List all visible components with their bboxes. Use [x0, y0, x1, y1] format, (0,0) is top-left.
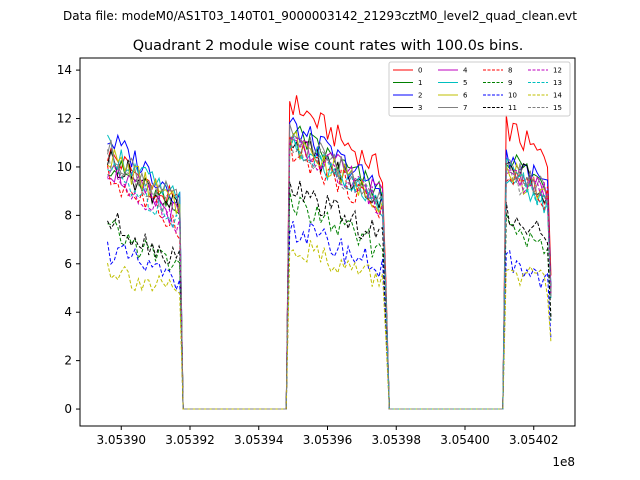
y-tick-label: 2 — [64, 354, 72, 368]
series-line-4 — [107, 135, 552, 410]
legend-label-0: 0 — [418, 67, 422, 75]
series-line-9 — [107, 190, 552, 410]
series-line-13 — [107, 138, 552, 410]
y-tick-label: 10 — [57, 160, 72, 174]
x-tick-label: 3.05400 — [440, 433, 490, 447]
series-line-12 — [107, 136, 552, 410]
legend-label-3: 3 — [418, 104, 422, 112]
series-line-3 — [107, 140, 552, 410]
legend-label-13: 13 — [553, 79, 562, 87]
series-line-7 — [107, 123, 552, 410]
legend-label-12: 12 — [553, 67, 562, 75]
legend-label-2: 2 — [418, 92, 422, 100]
series-line-15 — [107, 135, 552, 410]
series-line-6 — [107, 131, 552, 410]
x-tick-label: 3.05392 — [165, 433, 215, 447]
x-tick-label: 3.05390 — [96, 433, 146, 447]
legend-label-5: 5 — [463, 79, 467, 87]
legend-label-15: 15 — [553, 104, 562, 112]
legend-label-9: 9 — [508, 79, 512, 87]
legend-label-1: 1 — [418, 79, 422, 87]
y-tick-label: 8 — [64, 208, 72, 222]
x-tick-label: 3.05398 — [371, 433, 421, 447]
y-tick-label: 14 — [57, 63, 72, 77]
legend-label-4: 4 — [463, 67, 468, 75]
plot-content — [107, 95, 552, 410]
series-line-8 — [107, 136, 552, 410]
x-tick-label: 3.05396 — [303, 433, 353, 447]
x-tick-label: 3.05402 — [509, 433, 559, 447]
series-line-14 — [107, 240, 552, 410]
y-tick-label: 12 — [57, 112, 72, 126]
y-tick-label: 0 — [64, 402, 72, 416]
axes-layer: 3.05390 3.05392 3.05394 3.05396 3.05398 3.054… — [57, 57, 576, 447]
legend-label-6: 6 — [463, 92, 468, 100]
legend-box — [388, 61, 571, 117]
figure-suptitle: Data file: modeM0/AS1T03_140T01_90000031… — [63, 9, 577, 23]
series-line-11 — [107, 180, 552, 410]
legend-label-14: 14 — [553, 92, 562, 100]
legend-label-7: 7 — [463, 104, 467, 112]
legend-label-8: 8 — [508, 67, 512, 75]
legend-label-11: 11 — [508, 104, 517, 112]
y-tick-label: 4 — [64, 305, 72, 319]
y-tick-label: 6 — [64, 257, 72, 271]
legend-label-10: 10 — [508, 92, 517, 100]
chart-title: Quadrant 2 module wise count rates with … — [133, 38, 524, 54]
series-line-10 — [107, 220, 552, 410]
x-offset-label: 1e8 — [552, 455, 575, 469]
x-tick-label: 3.05394 — [234, 433, 284, 447]
